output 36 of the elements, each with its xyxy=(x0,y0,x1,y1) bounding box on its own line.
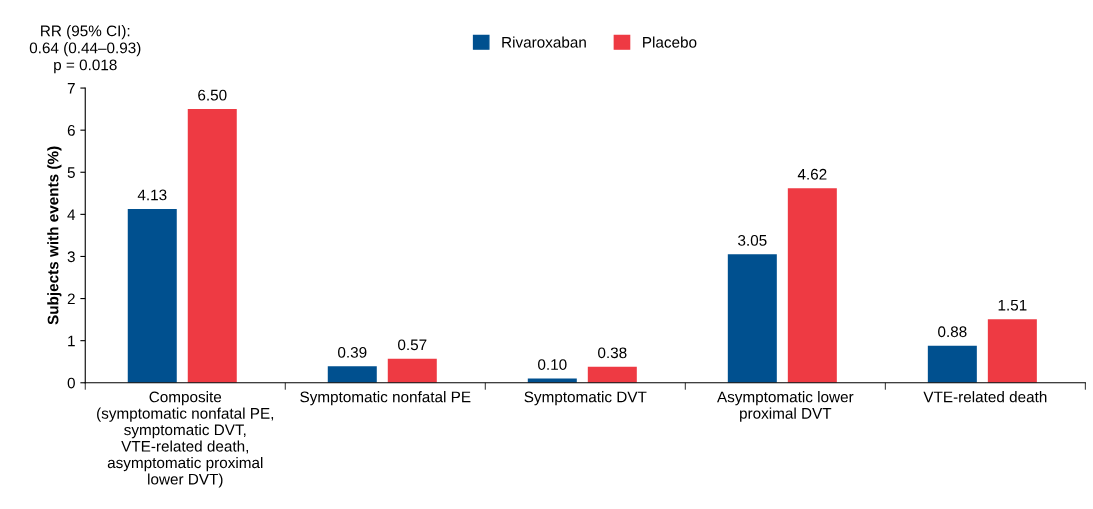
y-tick-label: 1 xyxy=(68,335,75,347)
bar xyxy=(927,345,977,383)
bar xyxy=(387,358,437,383)
x-tick-label: Asymptomatic lower proximal DVT xyxy=(717,391,854,422)
bar xyxy=(787,188,837,383)
legend-label: Rivaroxaban xyxy=(502,36,586,48)
bar xyxy=(587,366,637,383)
y-tick-label: 4 xyxy=(67,209,76,220)
data-label: 0.57 xyxy=(398,339,427,351)
x-tick-label: Symptomatic DVT xyxy=(524,391,647,406)
y-tick-label: 7 xyxy=(67,83,75,94)
x-tick-label: Composite (symptomatic nonfatal PE, symptomatic DVT, VTE-related death, asymptomatic proximal lower DVT) xyxy=(97,391,274,488)
x-tick-label: VTE-related death xyxy=(923,391,1047,403)
x-tick-label: Symptomatic nonfatal PE xyxy=(300,391,471,406)
data-label: 3.05 xyxy=(738,234,767,246)
data-label: 1.51 xyxy=(998,299,1027,311)
bar xyxy=(127,208,177,383)
data-label: 4.62 xyxy=(797,168,827,180)
bar xyxy=(327,366,377,383)
bar xyxy=(987,319,1037,383)
bar xyxy=(727,254,777,383)
y-tick-label: 6 xyxy=(67,125,75,136)
y-axis-title: Subjects with events (%) xyxy=(47,146,62,325)
data-label: 0.39 xyxy=(338,346,367,358)
y-tick-label: 2 xyxy=(67,293,75,305)
data-label: 6.50 xyxy=(198,89,227,101)
y-tick-label: 3 xyxy=(67,251,75,263)
data-label: 4.13 xyxy=(137,189,167,201)
data-label: 0.38 xyxy=(598,347,627,359)
y-tick-label: 5 xyxy=(67,167,75,178)
bar xyxy=(187,109,237,383)
data-label: 0.88 xyxy=(938,326,967,338)
y-tick-label: 0 xyxy=(67,377,75,389)
data-label: 0.10 xyxy=(538,359,567,370)
legend-label: Placebo xyxy=(643,36,697,48)
text: RR (95% CI): 0.64 (0.44–0.93) p = 0.018 xyxy=(29,25,141,74)
